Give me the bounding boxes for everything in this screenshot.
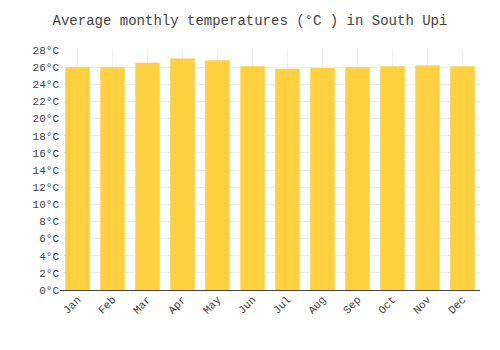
svg-text:24°C: 24°C (33, 79, 60, 91)
svg-text:0°C: 0°C (39, 285, 59, 297)
svg-text:20°C: 20°C (33, 113, 60, 125)
svg-text:Nov: Nov (411, 294, 434, 317)
svg-text:18°C: 18°C (33, 131, 60, 143)
svg-text:Jan: Jan (61, 294, 83, 316)
svg-text:16°C: 16°C (33, 148, 60, 160)
svg-text:Jun: Jun (236, 294, 258, 316)
svg-text:Average monthly temperatures (: Average monthly temperatures (°C ) in So… (53, 13, 448, 29)
svg-text:Mar: Mar (131, 294, 153, 316)
svg-text:Aug: Aug (306, 294, 328, 316)
svg-text:Dec: Dec (446, 294, 468, 316)
svg-text:Oct: Oct (376, 294, 398, 316)
svg-text:Sep: Sep (341, 294, 363, 316)
svg-text:Feb: Feb (96, 294, 118, 316)
svg-text:14°C: 14°C (33, 165, 60, 177)
svg-text:26°C: 26°C (33, 62, 60, 74)
svg-text:28°C: 28°C (33, 45, 60, 57)
svg-text:2°C: 2°C (39, 268, 59, 280)
svg-text:4°C: 4°C (39, 251, 59, 263)
svg-text:Apr: Apr (166, 294, 188, 316)
svg-text:12°C: 12°C (33, 182, 60, 194)
svg-text:May: May (201, 294, 224, 317)
svg-text:Jul: Jul (271, 294, 293, 316)
svg-text:6°C: 6°C (39, 233, 59, 245)
svg-text:10°C: 10°C (33, 199, 60, 211)
svg-text:8°C: 8°C (39, 216, 59, 228)
svg-text:22°C: 22°C (33, 96, 60, 108)
